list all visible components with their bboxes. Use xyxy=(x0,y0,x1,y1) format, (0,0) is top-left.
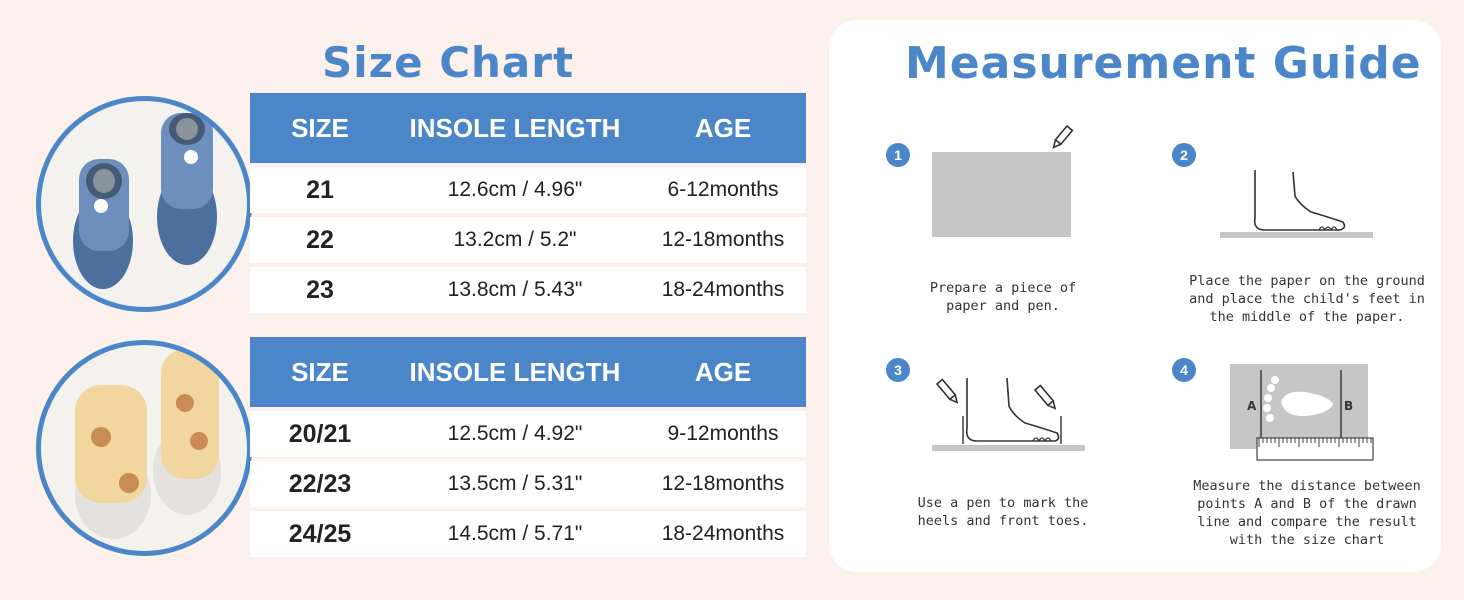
step-3-badge: 3 xyxy=(886,358,910,382)
size-cell: 22/23 xyxy=(288,469,352,498)
insole-cell: 14.5cm / 5.71" xyxy=(447,522,583,545)
size-cell: 21 xyxy=(306,175,334,204)
table-row: 21 12.6cm / 4.96" 6-12months xyxy=(250,167,806,213)
measure-distance-illustration: A B xyxy=(1230,364,1374,461)
step-2-badge: 2 xyxy=(1172,143,1196,167)
measurement-guide-panel xyxy=(829,20,1441,572)
header-insole-length: INSOLE LENGTH xyxy=(409,112,621,143)
measurement-guide-title: Measurement Guide xyxy=(905,38,1422,89)
header-size: SIZE xyxy=(291,356,349,387)
size-cell: 22 xyxy=(306,225,334,254)
size-table-2: SIZE INSOLE LENGTH AGE 20/21 12.5cm / 4.… xyxy=(250,337,806,557)
beige-shoes-image xyxy=(36,340,252,556)
age-cell: 12-18months xyxy=(661,228,785,251)
pencil-icon xyxy=(1033,384,1057,410)
size-cell: 20/21 xyxy=(288,419,352,448)
step-1-text: Prepare a piece of paper and pen. xyxy=(929,280,1077,314)
point-a-label: A xyxy=(1247,399,1257,413)
step-2-text: Place the paper on the ground and place … xyxy=(1189,273,1425,325)
table-row: 23 13.8cm / 5.43" 18-24months xyxy=(250,267,806,313)
blue-shoes-image xyxy=(36,96,252,312)
table-row: 22/23 13.5cm / 5.31" 12-18months xyxy=(250,461,806,507)
foot-icon xyxy=(965,378,1060,442)
ruler-icon xyxy=(1256,437,1374,461)
size-table-1: SIZE INSOLE LENGTH AGE 21 12.6cm / 4.96"… xyxy=(250,93,806,313)
header-insole-length: INSOLE LENGTH xyxy=(409,356,621,387)
size-cell: 23 xyxy=(306,275,334,304)
table-row: 20/21 12.5cm / 4.92" 9-12months xyxy=(250,411,806,457)
age-cell: 18-24months xyxy=(661,522,785,545)
insole-cell: 13.5cm / 5.31" xyxy=(447,472,583,495)
step-1-badge: 1 xyxy=(886,143,910,167)
footprint-icon xyxy=(1263,376,1333,422)
header-age: AGE xyxy=(694,356,752,387)
pencil-icon xyxy=(1052,124,1074,149)
insole-cell: 12.6cm / 4.96" xyxy=(447,178,583,201)
size-cell: 24/25 xyxy=(288,519,352,548)
table-row: 22 13.2cm / 5.2" 12-18months xyxy=(250,217,806,263)
age-cell: 6-12months xyxy=(667,178,779,201)
step-3-text: Use a pen to mark the heels and front to… xyxy=(917,495,1089,529)
foot-on-paper-illustration xyxy=(1220,170,1373,238)
table-header: SIZE INSOLE LENGTH AGE xyxy=(250,337,806,407)
header-size: SIZE xyxy=(291,112,349,143)
header-age: AGE xyxy=(694,112,752,143)
age-cell: 9-12months xyxy=(667,422,779,445)
step-4-badge: 4 xyxy=(1172,358,1196,382)
table-row: 24/25 14.5cm / 5.71" 18-24months xyxy=(250,511,806,557)
foot-icon xyxy=(1253,170,1346,231)
insole-cell: 13.2cm / 5.2" xyxy=(453,228,577,251)
mark-heel-toes-illustration xyxy=(932,378,1085,451)
paper-and-pen-illustration xyxy=(932,124,1074,237)
pencil-icon xyxy=(935,378,959,404)
age-cell: 18-24months xyxy=(661,278,785,301)
size-chart-title: Size Chart xyxy=(322,38,575,87)
insole-cell: 13.8cm / 5.43" xyxy=(447,278,583,301)
insole-cell: 12.5cm / 4.92" xyxy=(447,422,583,445)
step-4-text: Measure the distance between points A an… xyxy=(1193,478,1421,548)
age-cell: 12-18months xyxy=(661,472,785,495)
point-b-label: B xyxy=(1344,399,1353,413)
table-header: SIZE INSOLE LENGTH AGE xyxy=(250,93,806,163)
